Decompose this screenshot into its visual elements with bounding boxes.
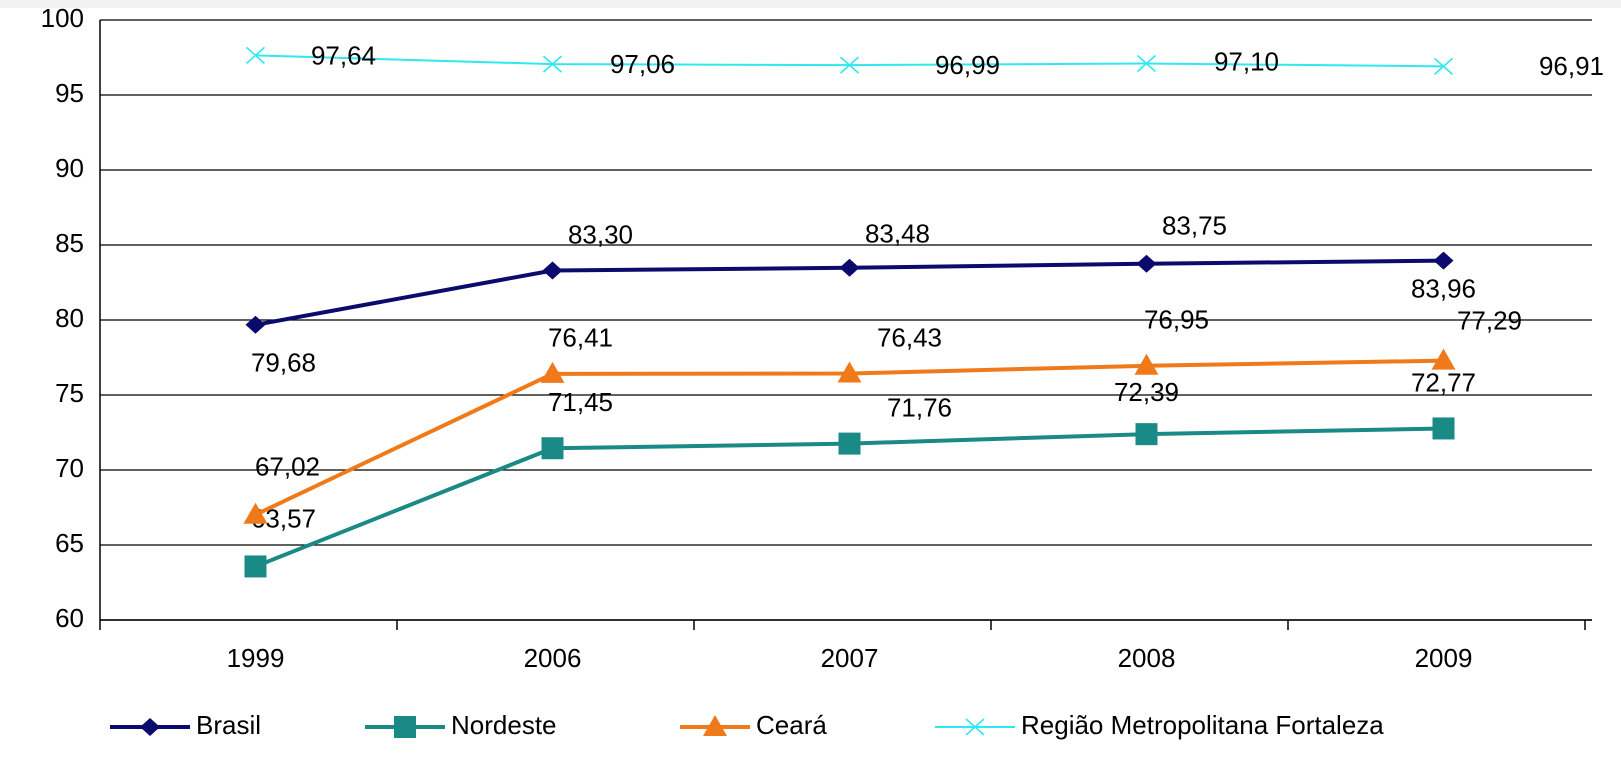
- y-tick-label: 60: [55, 603, 84, 633]
- data-label: 72,39: [1114, 377, 1179, 407]
- data-label: 97,10: [1214, 46, 1279, 76]
- data-label: 83,75: [1162, 211, 1227, 241]
- data-label: 83,48: [865, 219, 930, 249]
- y-tick-label: 80: [55, 303, 84, 333]
- marker: [1136, 254, 1157, 273]
- marker: [1433, 57, 1454, 75]
- x-tick-label: 2009: [1415, 643, 1473, 673]
- legend-label: Ceará: [756, 710, 827, 740]
- legend-label: Nordeste: [451, 710, 557, 740]
- marker: [1136, 54, 1157, 73]
- legend-item: Brasil: [110, 710, 261, 740]
- marker: [839, 56, 860, 74]
- marker: [245, 315, 266, 334]
- x-tick-label: 2008: [1118, 643, 1176, 673]
- legend-item: Nordeste: [365, 710, 557, 740]
- y-tick-label: 70: [55, 453, 84, 483]
- data-label: 77,29: [1457, 306, 1522, 336]
- marker: [1431, 348, 1456, 370]
- marker: [542, 55, 563, 73]
- marker: [140, 718, 160, 736]
- marker: [837, 361, 862, 383]
- y-tick-label: 65: [55, 528, 84, 558]
- data-label: 72,77: [1411, 367, 1476, 397]
- legend-item: Região Metropolitana Fortaleza: [935, 710, 1384, 740]
- data-label: 79,68: [251, 348, 316, 378]
- marker: [965, 718, 985, 736]
- x-tick-label: 2006: [524, 643, 582, 673]
- data-label: 96,99: [935, 50, 1000, 80]
- y-tick-label: 90: [55, 153, 84, 183]
- y-tick-label: 75: [55, 378, 84, 408]
- marker: [839, 258, 860, 277]
- marker: [541, 437, 564, 460]
- marker: [244, 555, 267, 578]
- data-label: 83,30: [568, 219, 633, 249]
- marker: [1433, 251, 1454, 270]
- marker: [394, 716, 416, 738]
- legend-label: Brasil: [196, 710, 261, 740]
- data-label: 76,41: [548, 323, 613, 353]
- data-label: 71,45: [548, 387, 613, 417]
- data-label: 97,64: [311, 40, 376, 70]
- x-tick-label: 1999: [227, 643, 285, 673]
- marker: [540, 361, 565, 383]
- marker: [1134, 353, 1159, 375]
- y-tick-label: 85: [55, 228, 84, 258]
- data-label: 96,91: [1539, 51, 1604, 81]
- marker: [1432, 417, 1455, 440]
- marker: [243, 502, 268, 524]
- data-label: 76,43: [877, 322, 942, 352]
- marker: [542, 261, 563, 280]
- marker: [245, 46, 266, 64]
- data-label: 83,96: [1411, 273, 1476, 303]
- data-label: 76,95: [1144, 305, 1209, 335]
- data-label: 67,02: [255, 452, 320, 482]
- y-tick-label: 95: [55, 78, 84, 108]
- x-tick-label: 2007: [821, 643, 879, 673]
- legend-label: Região Metropolitana Fortaleza: [1021, 710, 1384, 740]
- y-tick-label: 100: [41, 3, 84, 33]
- data-label: 97,06: [610, 49, 675, 79]
- marker: [1135, 423, 1158, 446]
- marker: [703, 715, 727, 736]
- data-label: 71,76: [887, 392, 952, 422]
- chart-background: [0, 8, 1621, 768]
- legend-item: Ceará: [680, 710, 827, 740]
- marker: [838, 432, 861, 455]
